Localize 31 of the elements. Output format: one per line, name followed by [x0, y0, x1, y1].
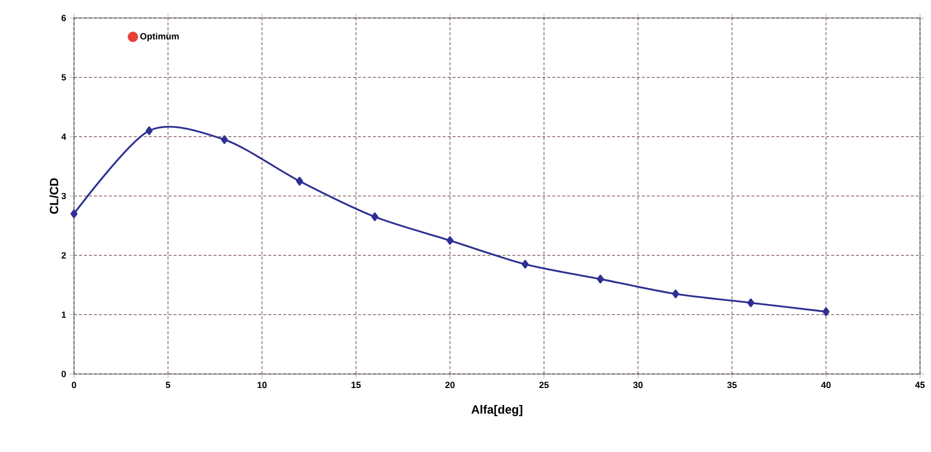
y-tick-label: 2 — [62, 252, 66, 258]
point — [70, 209, 78, 218]
x-axis-title: Alfa[deg] — [471, 404, 522, 416]
x-tick-label: 25 — [539, 382, 549, 388]
legend-label: Optimum — [140, 32, 179, 42]
x-tick-label: 5 — [166, 382, 170, 388]
y-tick-label: 3 — [61, 192, 66, 200]
x-tick-label: 0 — [72, 382, 76, 388]
x-tick-label: 40 — [821, 382, 831, 388]
point — [296, 176, 304, 186]
y-tick-label: 4 — [61, 134, 66, 140]
point — [446, 236, 454, 245]
point — [747, 298, 754, 308]
y-axis-title: CL/CD — [49, 178, 58, 214]
point — [596, 274, 604, 284]
y-tick-label: 1 — [62, 312, 66, 318]
x-tick-label: 30 — [633, 382, 643, 388]
x-tick-label: 45 — [915, 382, 925, 388]
point — [672, 290, 680, 298]
point — [220, 135, 228, 144]
y-tick-label: 6 — [62, 14, 66, 22]
x-tick-label: 10 — [258, 382, 267, 388]
point — [522, 260, 529, 269]
y-tick-label: 0 — [62, 370, 66, 378]
point — [371, 212, 378, 222]
point — [146, 126, 153, 136]
y-tick-label: 5 — [62, 74, 66, 80]
x-tick-label: 35 — [727, 382, 737, 388]
point — [822, 307, 830, 316]
x-tick-label: 15 — [352, 382, 361, 388]
x-tick-label: 20 — [445, 382, 455, 388]
